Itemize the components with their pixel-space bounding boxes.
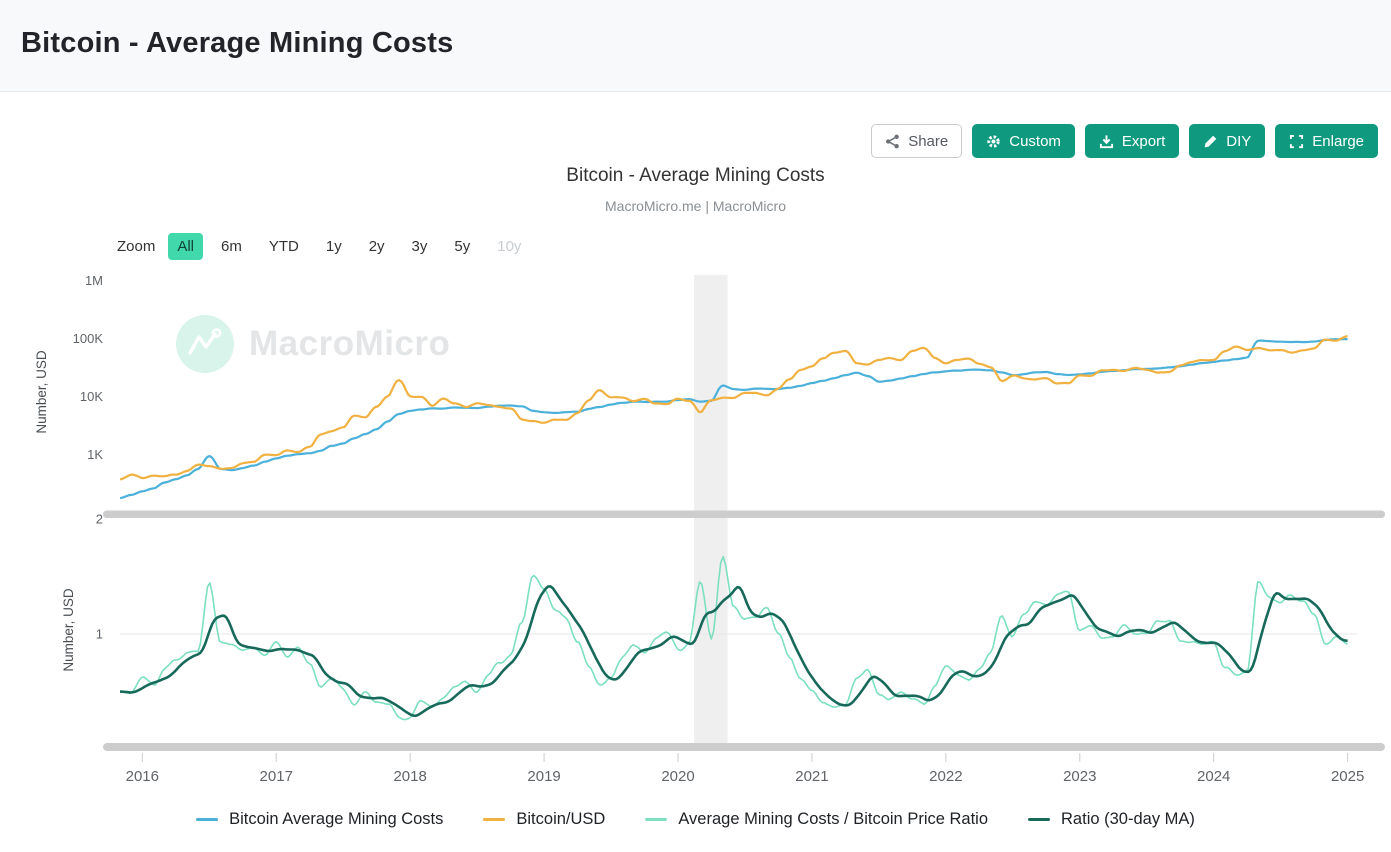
x-axis-tick-label: 2022 xyxy=(929,768,962,785)
zoom-option-10y[interactable]: 10y xyxy=(497,238,522,255)
x-axis-tick-label: 2024 xyxy=(1197,768,1230,785)
export-button-label: Export xyxy=(1121,132,1166,150)
chart-legend: Bitcoin Average Mining Costs Bitcoin/USD A… xyxy=(0,810,1391,829)
zoom-label: Zoom xyxy=(117,238,156,255)
zoom-option-ytd[interactable]: YTD xyxy=(268,238,299,255)
page-header: Bitcoin - Average Mining Costs xyxy=(0,0,1391,92)
zoom-option-6m[interactable]: 6m xyxy=(221,238,242,255)
export-button[interactable]: Export xyxy=(1084,124,1180,158)
custom-button-label: Custom xyxy=(1009,132,1061,150)
legend-marker xyxy=(196,817,219,822)
legend-label: Ratio (30-day MA) xyxy=(1061,810,1195,828)
y-axis-tick-label: 2 xyxy=(96,512,103,527)
download-icon xyxy=(1099,134,1114,149)
diy-button-label: DIY xyxy=(1226,132,1252,150)
recession-band xyxy=(694,275,728,743)
zoom-option-1y[interactable]: 1y xyxy=(325,238,342,255)
x-axis-tick-label: 2017 xyxy=(260,768,293,785)
x-axis-tick-label: 2025 xyxy=(1331,768,1364,785)
share-icon xyxy=(885,134,900,149)
series-line-average-mining-costs-bitcoin-price-ratio[interactable] xyxy=(119,555,1348,721)
diy-button[interactable]: DIY xyxy=(1189,124,1266,158)
zoom-option-all[interactable]: All xyxy=(168,233,204,260)
pencil-icon xyxy=(1203,134,1218,149)
y-axis-tick-label: 100K xyxy=(73,331,104,346)
legend-label: Average Mining Costs / Bitcoin Price Rat… xyxy=(678,810,989,828)
y-axis-tick-label: 1M xyxy=(85,273,103,288)
x-axis-tick-label: 2019 xyxy=(527,768,560,785)
legend-label: Bitcoin Average Mining Costs xyxy=(229,810,444,828)
toolbar: Share Custom Export xyxy=(871,124,1378,158)
gear-icon xyxy=(986,134,1001,149)
enlarge-button-label: Enlarge xyxy=(1312,132,1364,150)
page-title: Bitcoin - Average Mining Costs xyxy=(21,27,454,59)
chart-title: Bitcoin - Average Mining Costs xyxy=(566,165,825,186)
x-axis-tick-label: 2016 xyxy=(126,768,159,785)
zoom-option-3y[interactable]: 3y xyxy=(411,238,428,255)
legend-item-ratio-30-day-ma[interactable]: Ratio (30-day MA) xyxy=(1028,810,1195,829)
series-line-bitcoin-average-mining-costs[interactable] xyxy=(119,338,1348,500)
enlarge-button[interactable]: Enlarge xyxy=(1275,124,1378,158)
legend-marker xyxy=(1028,817,1051,822)
legend-item-bitcoin-average-mining-costs[interactable]: Bitcoin Average Mining Costs xyxy=(196,810,443,829)
chart-subtitle: MacroMicro.me | MacroMicro xyxy=(605,198,786,214)
enlarge-icon xyxy=(1289,134,1304,149)
y-axis-tick-label: 10K xyxy=(80,389,103,404)
y-axis-title: Number, USD xyxy=(61,588,76,672)
zoom-option-5y[interactable]: 5y xyxy=(454,238,471,255)
legend-label: Bitcoin/USD xyxy=(516,810,606,828)
y-axis-tick-label: 1K xyxy=(87,447,103,462)
y-axis-tick-label: 1 xyxy=(96,627,103,642)
x-axis-tick-label: 2020 xyxy=(661,768,694,785)
share-button[interactable]: Share xyxy=(871,124,963,158)
panel-separator-bar[interactable] xyxy=(103,510,1385,519)
zoom-option-2y[interactable]: 2y xyxy=(368,238,385,255)
legend-marker xyxy=(483,817,506,822)
bottom-scrollbar[interactable] xyxy=(103,743,1385,751)
zoom-range-selector: Zoom All 6m YTD 1y 2y 3y 5y 10y xyxy=(117,233,530,260)
y-axis-title: Number, USD xyxy=(34,350,49,434)
series-line-bitcoin-usd[interactable] xyxy=(119,335,1348,481)
series-line-ratio-30-day-ma[interactable] xyxy=(119,585,1348,718)
legend-item-bitcoin-usd[interactable]: Bitcoin/USD xyxy=(483,810,605,829)
custom-button[interactable]: Custom xyxy=(972,124,1075,158)
x-axis-tick-label: 2023 xyxy=(1063,768,1096,785)
legend-item-average-mining-costs-bitcoin-price-ratio[interactable]: Average Mining Costs / Bitcoin Price Rat… xyxy=(645,810,988,829)
x-axis-tick-label: 2021 xyxy=(795,768,828,785)
share-button-label: Share xyxy=(908,132,949,150)
x-axis-tick-label: 2018 xyxy=(393,768,426,785)
legend-marker xyxy=(645,817,668,822)
